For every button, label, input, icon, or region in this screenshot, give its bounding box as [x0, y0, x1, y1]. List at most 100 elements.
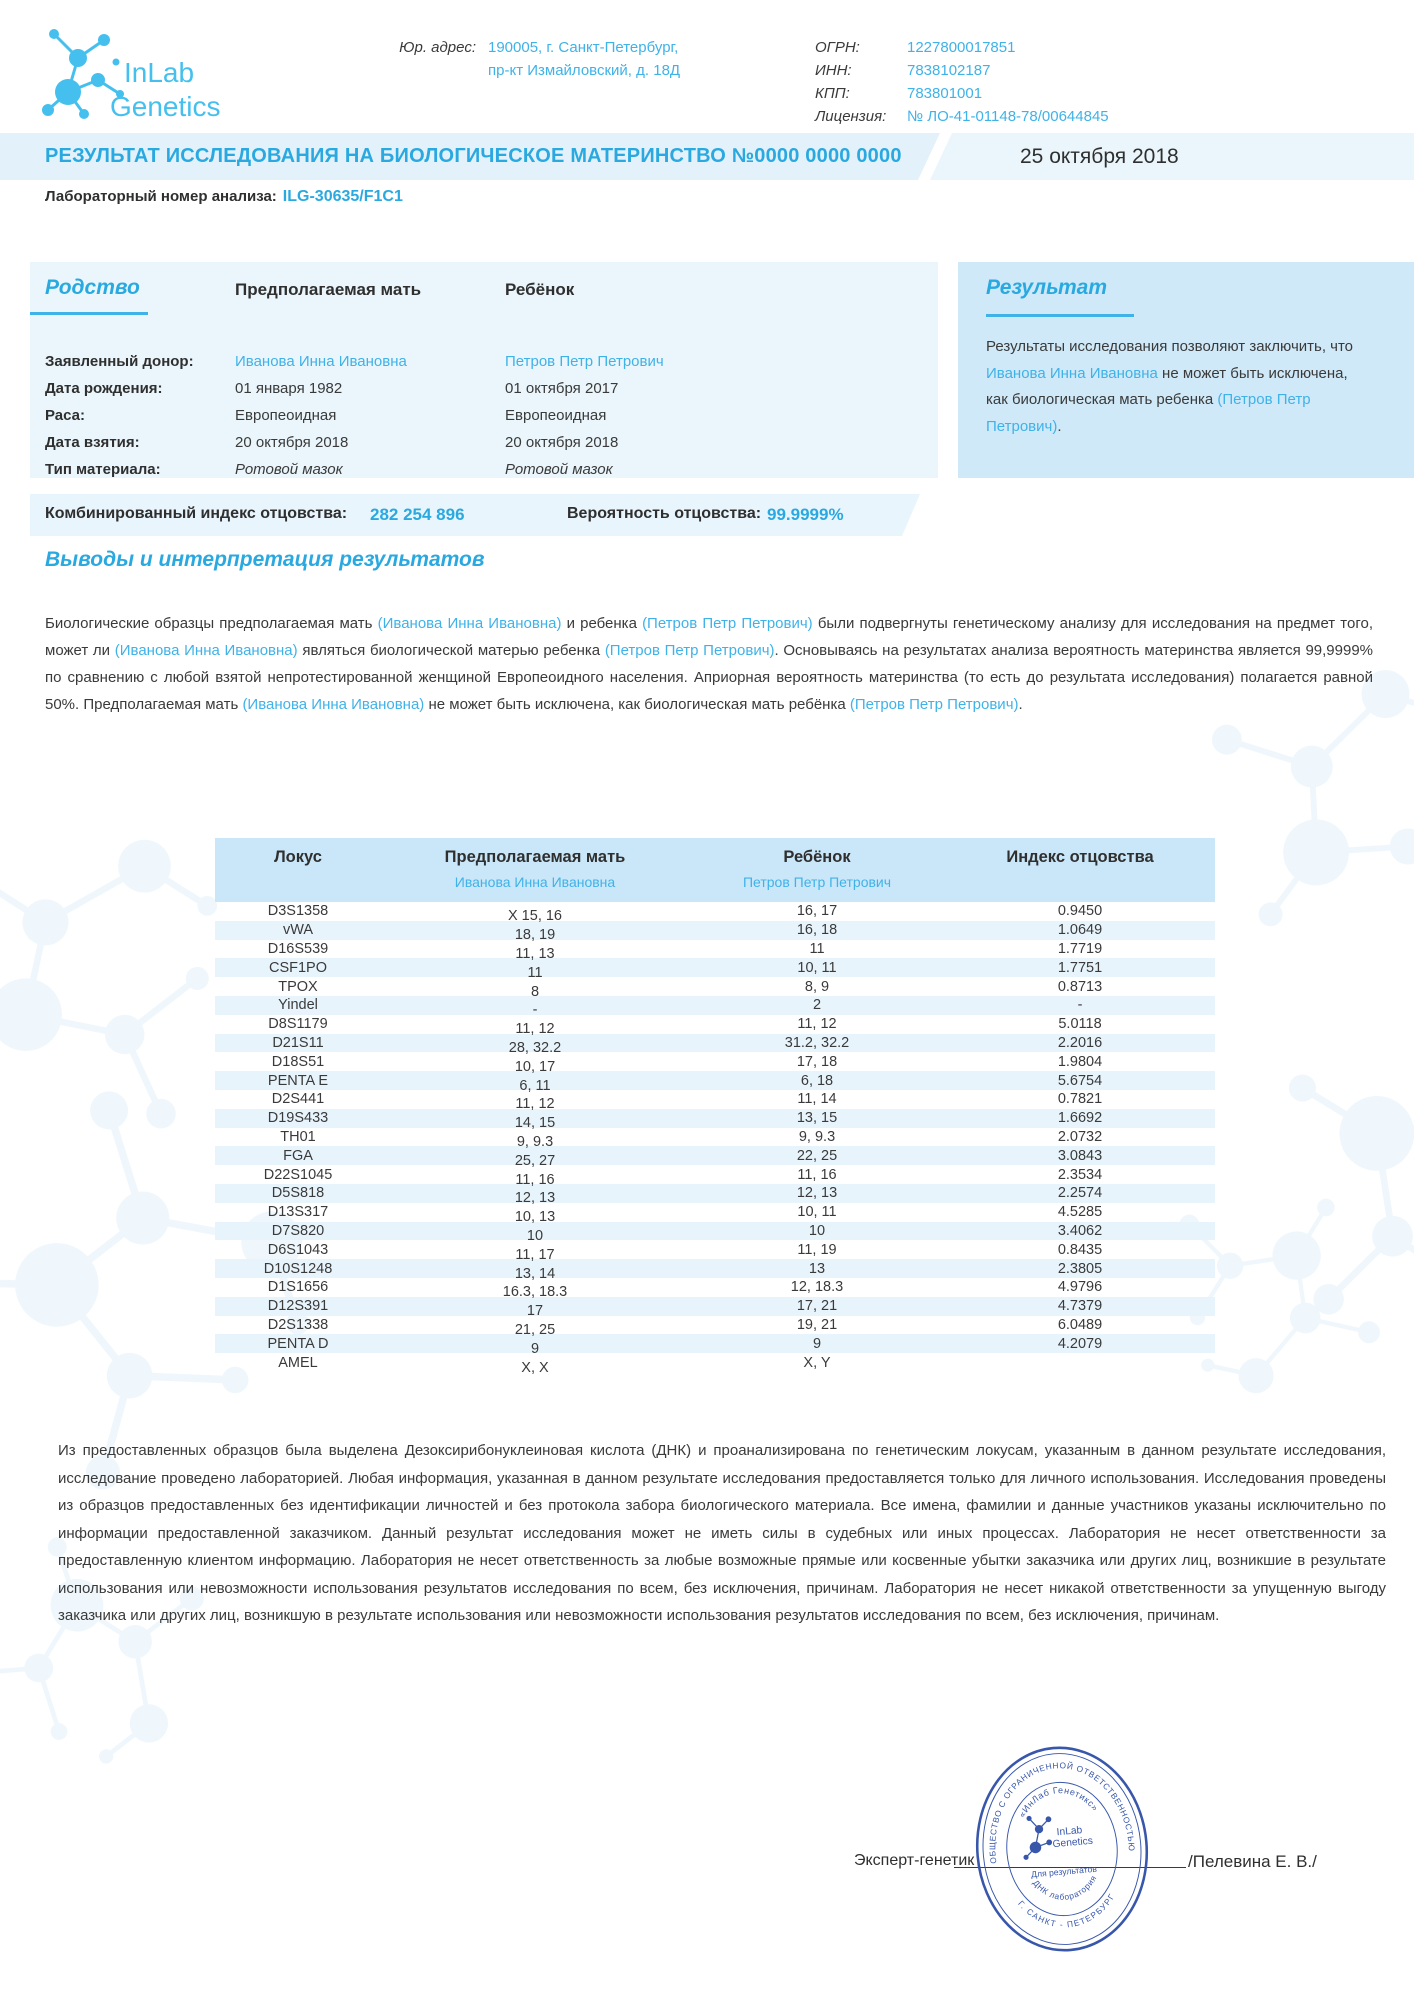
registry-value: 783801001: [907, 85, 983, 102]
cell-mother-alleles: 12, 13: [514, 1190, 556, 1207]
cell-locus: FGA: [283, 1147, 313, 1164]
cell-locus: PENTA D: [267, 1335, 329, 1352]
cell-child-alleles: 22, 25: [796, 1147, 838, 1164]
text-fragment: и ребенка: [561, 615, 643, 632]
cell-mother-alleles: 10, 17: [514, 1058, 556, 1075]
signature-name: /Пелевина Е. В./: [1188, 1852, 1317, 1871]
address-line-1: 190005, г. Санкт-Петербург,: [488, 39, 679, 56]
registry-label: КПП:: [815, 85, 850, 102]
cell-paternity-index: 1.7751: [1057, 959, 1103, 976]
disclaimer-paragraph: Из предоставленных образцов была выделен…: [58, 1442, 1386, 1624]
cell-child-alleles: 11, 16: [797, 1166, 837, 1183]
cell-paternity-index: 2.3805: [1057, 1260, 1103, 1277]
cell-mother-alleles: X, X: [521, 1359, 549, 1376]
cell-paternity-index: 5.6754: [1057, 1072, 1103, 1089]
cell-mother-alleles: 21, 25: [514, 1321, 556, 1338]
kinship-row-label: Заявленный донор:: [45, 353, 194, 370]
result-heading: Результат: [986, 276, 1108, 299]
col-header-index: Индекс отцовства: [1006, 848, 1154, 866]
cell-paternity-index: 4.7379: [1057, 1298, 1103, 1315]
kinship-mother-value: Иванова Инна Ивановна: [235, 353, 407, 370]
cell-child-alleles: 13: [808, 1260, 826, 1277]
cell-locus: AMEL: [278, 1354, 318, 1371]
cell-paternity-index: 2.3534: [1057, 1166, 1103, 1183]
intro-paragraph: Биологические образцы предполагаемая мат…: [45, 610, 1373, 718]
table-row: TH01 9, 9.3 9, 9.3 2.0732: [215, 1128, 1215, 1150]
registry-value: 1227800017851: [907, 39, 1016, 56]
table-row: D2S1338 21, 25 19, 21 6.0489: [215, 1316, 1215, 1338]
text-fragment: (Петров Петр Петрович): [986, 391, 1311, 435]
cell-paternity-index: 1.7719: [1057, 940, 1103, 957]
cell-paternity-index: 3.0843: [1057, 1147, 1103, 1164]
registry-label: ОГРН:: [815, 39, 860, 56]
cell-child-alleles: 17, 21: [796, 1298, 838, 1315]
kinship-row-label: Тип материала:: [45, 461, 161, 478]
text-fragment: .: [1057, 417, 1062, 435]
heading-underline: [30, 312, 148, 315]
cell-mother-alleles: 11, 16: [515, 1171, 555, 1188]
cell-paternity-index: 0.7821: [1057, 1091, 1103, 1108]
text-fragment: .: [1018, 696, 1023, 713]
cell-mother-alleles: 11, 17: [515, 1246, 555, 1263]
cell-mother-alleles: 18, 19: [514, 927, 556, 944]
lab-number-label: Лабораторный номер анализа:: [45, 188, 277, 205]
cell-paternity-index: 1.0649: [1057, 922, 1103, 939]
cell-locus: D16S539: [267, 940, 329, 957]
text-fragment: (Иванова Инна Ивановна): [242, 696, 425, 713]
cell-mother-alleles: 28, 32.2: [508, 1039, 562, 1056]
cell-paternity-index: 0.8435: [1057, 1241, 1103, 1258]
cell-child-alleles: 10, 11: [797, 959, 837, 976]
cell-locus: D3S1358: [267, 903, 329, 920]
text-fragment: (Иванова Инна Ивановна): [114, 642, 298, 659]
col-header-locus: Локус: [274, 848, 322, 866]
stamp-logo-genetics: Genetics: [1052, 1836, 1093, 1850]
cell-locus: D6S1043: [267, 1241, 329, 1258]
cell-paternity-index: 2.2574: [1057, 1185, 1103, 1202]
cell-locus: D2S1338: [267, 1316, 329, 1333]
cell-locus: D21S11: [272, 1034, 324, 1051]
cell-locus: PENTA E: [267, 1072, 329, 1089]
text-fragment: (Иванова Инна Ивановна): [377, 615, 562, 632]
cell-child-alleles: 2: [812, 997, 822, 1014]
table-row: D8S1179 11, 12 11, 12 5.0118: [215, 1015, 1215, 1037]
heading-underline: [986, 314, 1134, 317]
probability-label: Вероятность отцовства:: [567, 505, 762, 522]
result-panel: Результат Результаты исследования позвол…: [958, 262, 1414, 478]
cell-paternity-index: 0.9450: [1057, 903, 1103, 920]
cell-locus: D18S51: [271, 1053, 325, 1070]
svg-text:«ИнЛаб Генетикс»: «ИнЛаб Генетикс»: [1015, 1782, 1101, 1820]
registry-value: № ЛО-41-01148-78/00644845: [907, 108, 1109, 125]
kinship-mother-value: 01 января 1982: [235, 380, 343, 397]
registry-label: ИНН:: [815, 62, 852, 79]
cell-child-alleles: 19, 21: [796, 1316, 838, 1333]
table-row: AMEL X, X X, Y: [215, 1353, 1215, 1376]
table-row: D5S818 12, 13 12, 13 2.2574: [215, 1183, 1215, 1207]
cell-paternity-index: 6.0489: [1057, 1316, 1103, 1333]
table-row: D7S820 10 10 3.4062: [215, 1221, 1215, 1244]
cell-locus: D19S433: [267, 1110, 329, 1127]
cell-mother-alleles: 11: [527, 964, 543, 981]
table-row: PENTA E 6, 11 6, 18 5.6754: [215, 1071, 1215, 1094]
table-row: Yindel - 2 -: [215, 995, 1215, 1018]
table-row: FGA 25, 27 22, 25 3.0843: [215, 1146, 1215, 1169]
table-row: D22S1045 11, 16 11, 16 2.3534: [215, 1165, 1215, 1188]
kinship-row-label: Раса:: [45, 407, 86, 424]
cell-child-alleles: 12, 13: [796, 1185, 838, 1202]
cell-mother-alleles: 10: [526, 1227, 544, 1244]
cell-paternity-index: 2.0732: [1057, 1128, 1103, 1145]
combined-index-value: 282 254 896: [370, 505, 465, 524]
cell-child-alleles: 11, 19: [797, 1241, 837, 1258]
cell-mother-alleles: 8: [530, 983, 540, 1000]
table-row: D10S1248 13, 14 13 2.3805: [215, 1259, 1215, 1282]
table-row: D2S441 11, 12 11, 14 0.7821: [215, 1090, 1215, 1112]
report-title-bar: РЕЗУЛЬТАТ ИССЛЕДОВАНИЯ НА БИОЛОГИЧЕСКОЕ …: [0, 133, 940, 180]
company-stamp: ОБЩЕСТВО С ОГРАНИЧЕННОЙ ОТВЕТСТВЕННОСТЬЮ…: [975, 1746, 1149, 1952]
cell-child-alleles: 9: [812, 1335, 822, 1352]
cell-child-alleles: 17, 18: [796, 1053, 838, 1070]
kinship-row-label: Дата взятия:: [45, 434, 140, 451]
table-row: D21S11 28, 32.2 31.2, 32.2 2.2016: [215, 1033, 1215, 1056]
report-date-bar: 25 октября 2018: [930, 133, 1414, 180]
cell-locus: Yindel: [278, 997, 318, 1014]
table-row: D1S1656 16.3, 18.3 12, 18.3 4.9796: [215, 1278, 1215, 1300]
